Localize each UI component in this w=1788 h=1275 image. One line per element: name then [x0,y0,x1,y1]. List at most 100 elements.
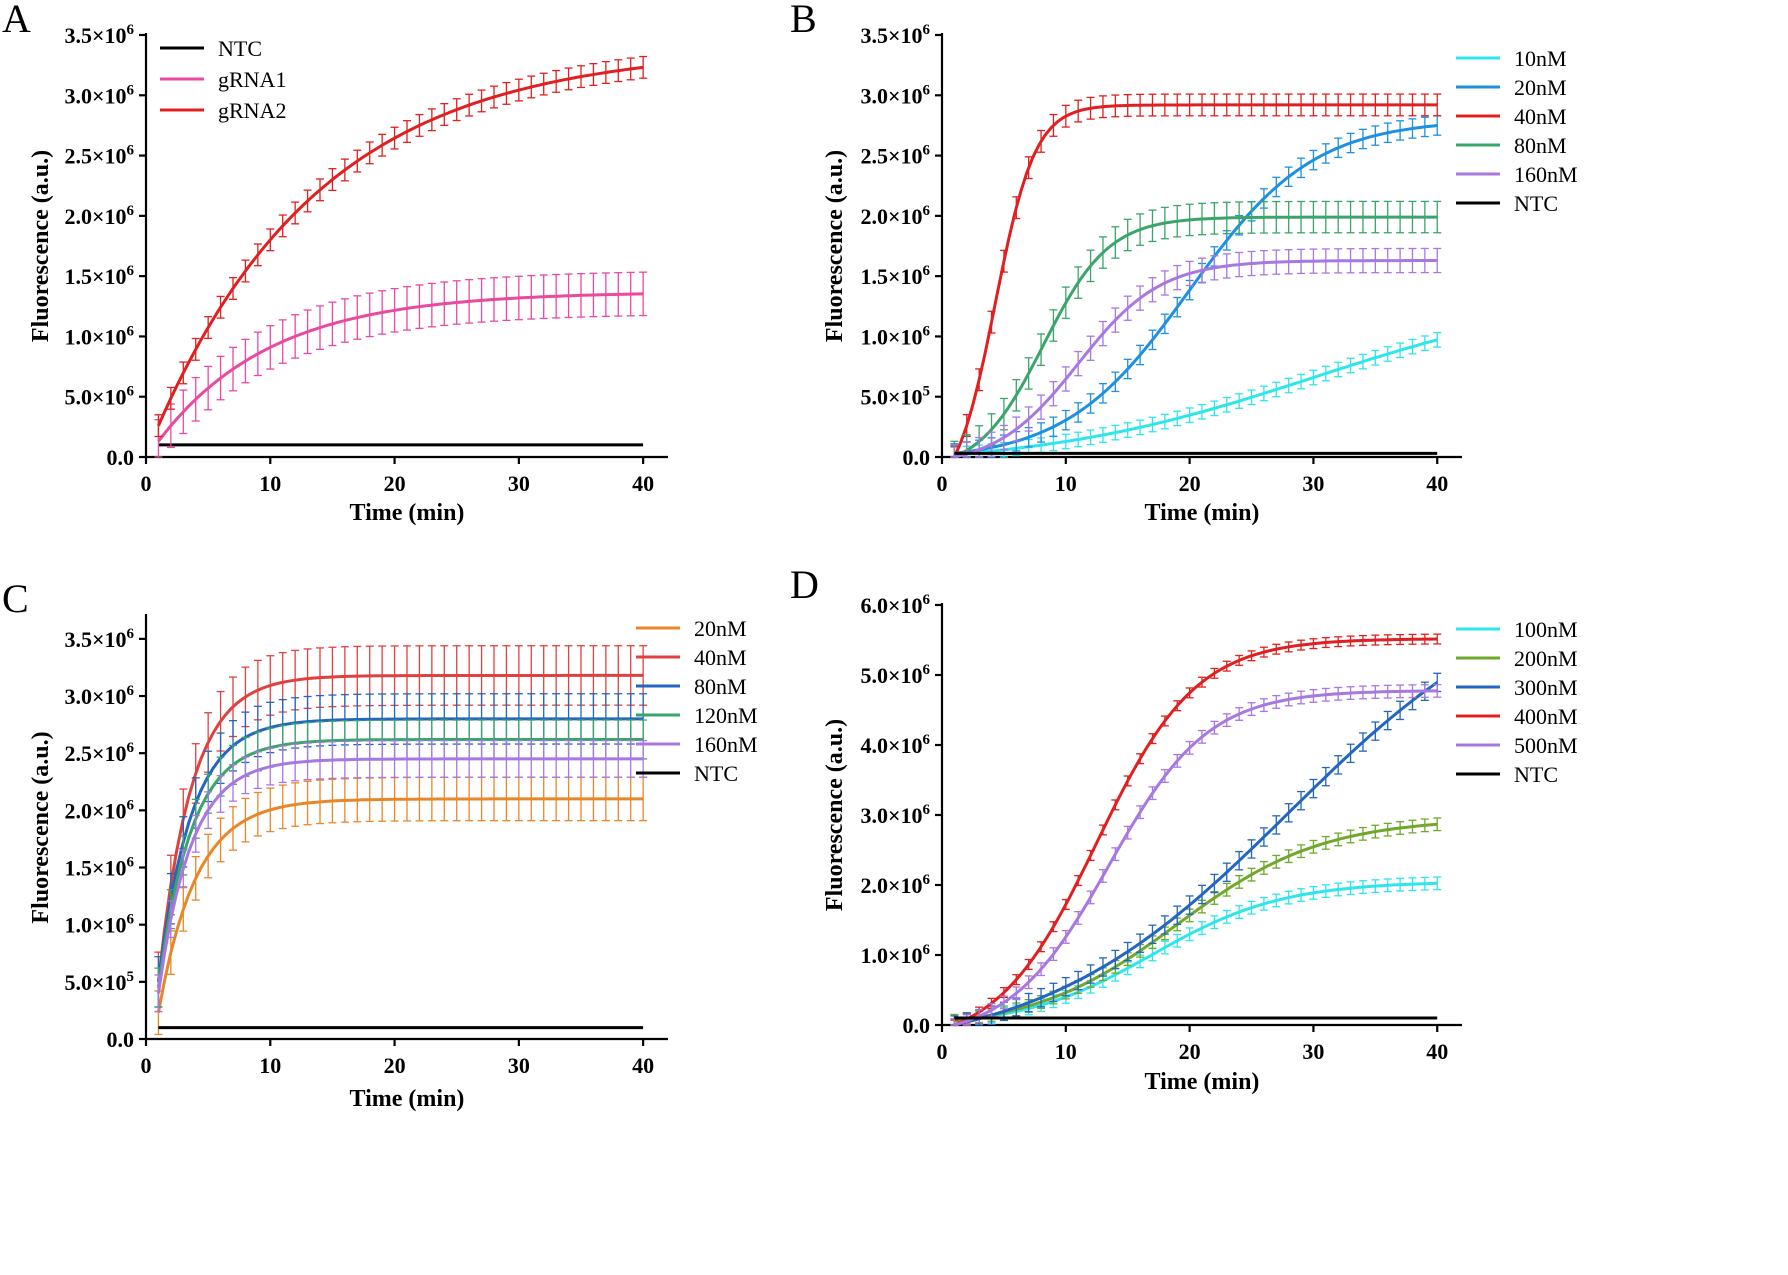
y-tick-label: 3.0×106 [860,82,930,108]
series-40nm [154,645,648,1013]
x-tick-label: 0 [937,1039,948,1064]
series-line [953,689,1438,1027]
legend-item: 80nM [636,674,747,699]
legend-label: NTC [1514,762,1558,787]
x-tick-label: 30 [1302,1039,1324,1064]
legend-item: 500nM [1456,733,1578,758]
y-tick-label: 5.0×106 [860,662,930,688]
x-tick-label: 20 [1179,471,1201,496]
legend-item: NTC [1456,191,1558,216]
series-grna1 [154,271,648,458]
legend-item: gRNA1 [160,67,286,92]
x-axis-title: Time (min) [1145,500,1260,526]
legend-label: 120nM [694,703,758,728]
series-20nm [154,776,648,1036]
x-tick-label: 30 [508,1053,530,1078]
legend-item: 200nM [1456,646,1578,671]
series-200nm [950,817,1442,1026]
y-tick-label: 5.0×106 [64,384,134,410]
legend-label: 80nM [1514,133,1567,158]
x-tick-label: 20 [1179,1039,1201,1064]
y-tick-label: 2.5×106 [860,143,930,169]
x-tick-label: 40 [632,471,654,496]
y-tick-label: 2.5×106 [64,740,134,766]
y-tick-label: 3.5×106 [64,22,134,48]
panel-d: D 0 10 20 30 40 0.0 1.0×106 2.0×106 3.0×106 4.0×10… [790,562,1578,1095]
y-tick-label: 6.0×106 [860,592,930,618]
series-line [157,65,644,427]
legend-item: 160nM [1456,162,1578,187]
series-100nm [950,876,1442,1026]
legend-item: 160nM [636,732,758,757]
series-line [156,738,644,988]
x-tick-label: 0 [141,1053,152,1078]
legend-item: 20nM [636,616,747,641]
legend-item: 100nM [1456,617,1578,642]
panel-letter: B [790,0,817,41]
series-line [156,717,644,983]
legend-label: 160nM [694,732,758,757]
series-160nm [950,247,1442,459]
x-tick-label: 20 [384,471,406,496]
series-line [954,681,1439,1027]
x-tick-label: 10 [259,1053,281,1078]
legend-label: NTC [218,36,262,61]
legend-item: 10nM [1456,46,1567,71]
x-tick-label: 40 [632,1053,654,1078]
legend-label: gRNA1 [218,67,286,92]
legend-item: 40nM [636,645,747,670]
legend-label: 20nM [694,616,747,641]
panel-a: A 0 10 20 30 40 0.0 5.0×106 1.0×106 1.5×106 2.0×10… [2,0,668,526]
y-tick-label: 2.0×106 [64,797,134,823]
series-line [954,338,1438,457]
y-tick-label: 5.0×105 [860,384,930,410]
series-120nm [154,719,648,1008]
y-tick-label: 1.0×106 [860,942,930,968]
legend-label: gRNA2 [218,98,286,123]
x-tick-label: 0 [141,471,152,496]
y-tick-label: 1.0×106 [64,323,134,349]
series-line [953,637,1438,1027]
x-tick-label: 40 [1426,1039,1448,1064]
y-tick-label: 2.0×106 [64,203,134,229]
legend-label: 200nM [1514,646,1578,671]
y-axis-title: Fluorescence (a.u.) [28,731,54,923]
y-axis-title: Fluorescence (a.u.) [28,150,54,342]
legend-label: 20nM [1514,75,1567,100]
series-line [954,822,1438,1023]
y-tick-label: 2.0×106 [860,872,930,898]
y-tick-label: 3.0×106 [860,802,930,828]
x-tick-label: 40 [1426,471,1448,496]
y-tick-label: 4.0×106 [860,732,930,758]
legend-label: 40nM [1514,104,1567,129]
y-tick-label: 1.0×106 [64,912,134,938]
x-axis-title: Time (min) [1145,1069,1260,1095]
series-line [953,103,1438,458]
series-500nm [950,683,1442,1027]
series-line [954,124,1438,455]
legend-item: 20nM [1456,75,1567,100]
x-tick-label: 10 [1055,471,1077,496]
y-tick-label: 1.0×106 [860,323,930,349]
panel-b: B 0 10 20 30 40 0.0 5.0×105 1.0×106 1.5×106 2.0×10… [790,0,1578,526]
y-tick-label: 2.0×106 [860,203,930,229]
legend-label: 40nM [694,645,747,670]
legend-item: gRNA2 [160,98,286,123]
series-line [954,259,1438,459]
legend-label: NTC [694,761,738,786]
legend-label: 10nM [1514,46,1567,71]
y-tick-label: 1.5×106 [860,263,930,289]
x-tick-label: 30 [1302,471,1324,496]
legend-label: 100nM [1514,617,1578,642]
series-line [156,673,644,982]
x-axis-title: Time (min) [350,1086,465,1112]
y-tick-label: 1.5×106 [64,855,134,881]
y-axis-title: Fluorescence (a.u.) [822,150,848,342]
panel-letter: C [2,576,29,621]
series-40nm [950,93,1442,458]
legend-label: 400nM [1514,704,1578,729]
x-tick-label: 20 [384,1053,406,1078]
series-400nm [950,633,1442,1027]
legend-label: 300nM [1514,675,1578,700]
